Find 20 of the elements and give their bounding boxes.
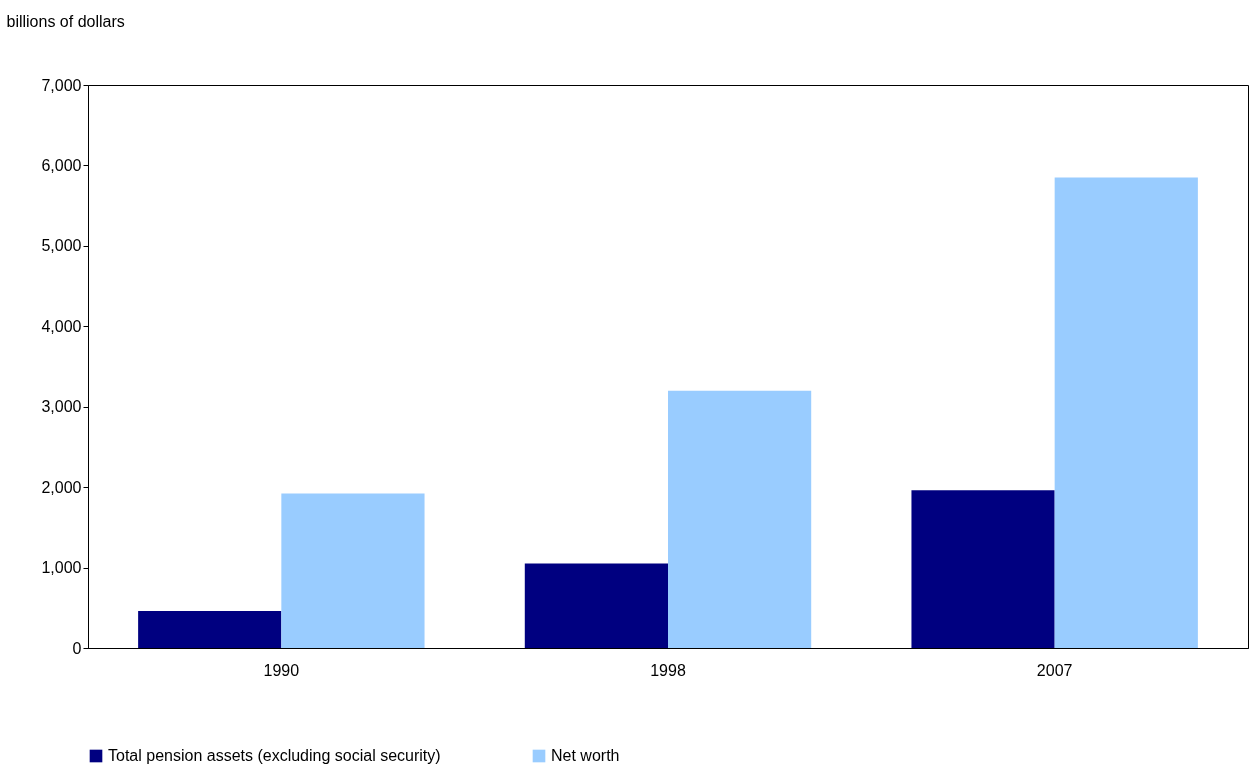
bar — [1054, 177, 1198, 648]
y-tick-label: 5,000 — [41, 237, 82, 255]
x-tick-label: 1998 — [650, 661, 686, 679]
bar — [138, 611, 282, 648]
y-tick-label: 3,000 — [41, 398, 82, 416]
x-tick-label: 1990 — [263, 661, 300, 679]
y-tick-label: 7,000 — [41, 76, 82, 94]
y-axis-title: billions of dollars — [6, 12, 125, 30]
legend-label: Total pension assets (excluding social security) — [108, 747, 441, 764]
y-tick-label: 1,000 — [41, 559, 82, 577]
bar — [281, 493, 425, 648]
x-tick-label: 2007 — [1036, 661, 1073, 679]
y-tick-label: 0 — [72, 639, 82, 657]
y-tick-label: 2,000 — [41, 478, 82, 496]
y-tick-label: 6,000 — [41, 156, 82, 174]
bar — [524, 563, 668, 648]
bar — [911, 490, 1055, 648]
bar — [668, 390, 812, 648]
y-tick-label: 4,000 — [41, 317, 82, 335]
legend-label: Net worth — [551, 747, 620, 764]
